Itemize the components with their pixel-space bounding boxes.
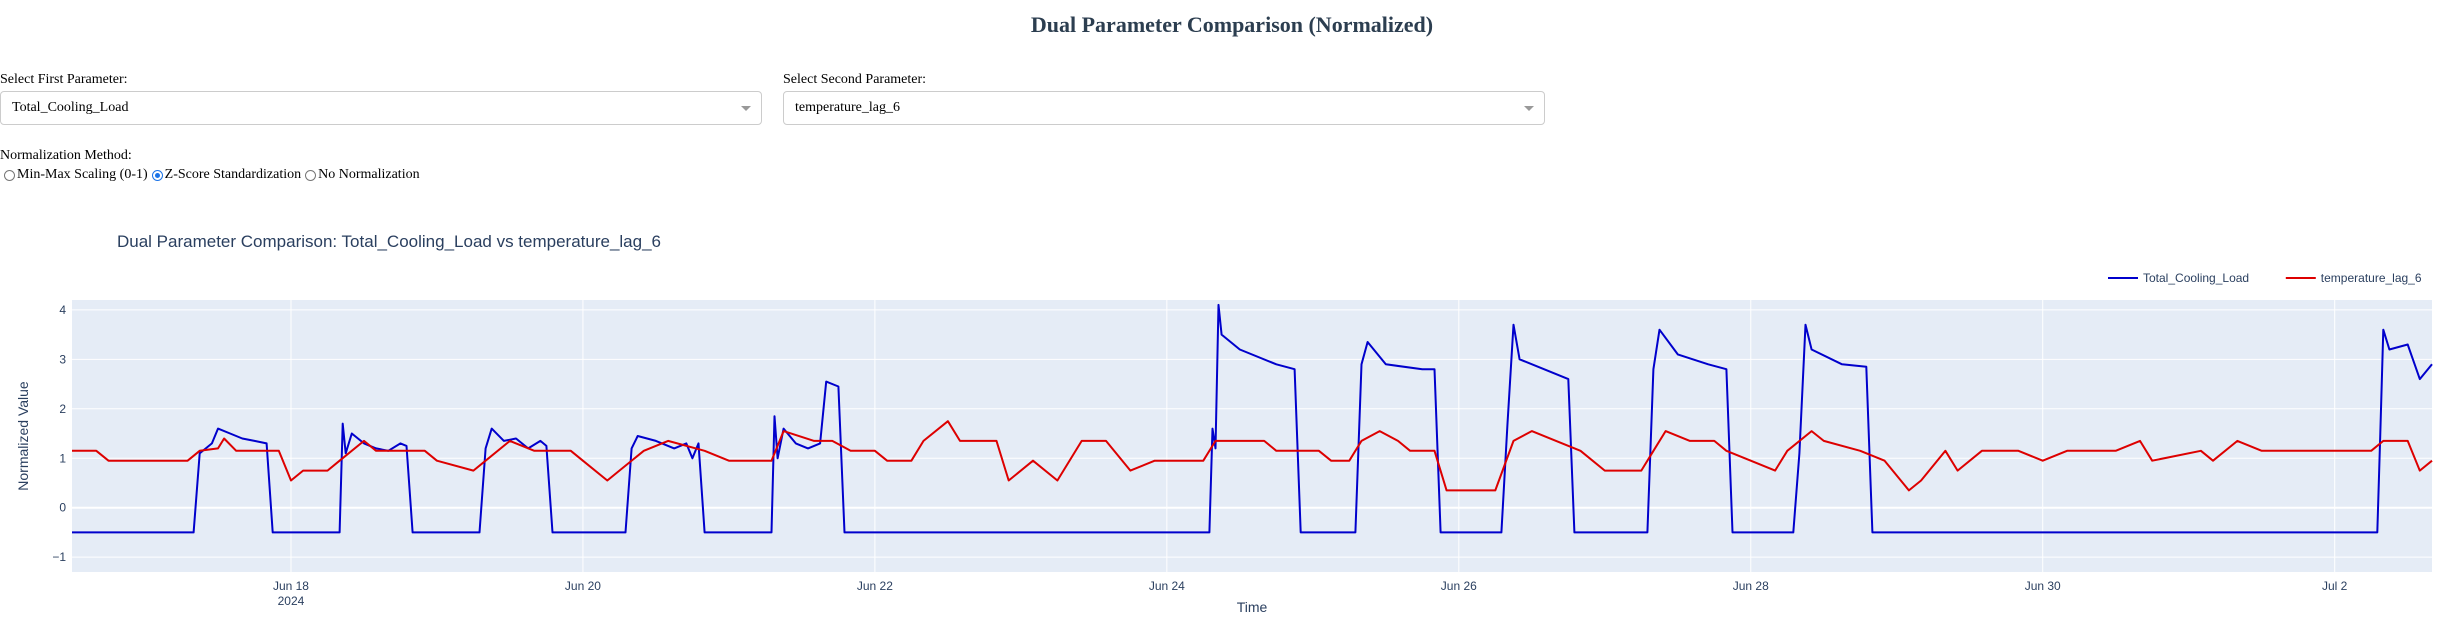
radio-label: Min-Max Scaling (0-1) bbox=[17, 167, 148, 182]
y-tick-label: −1 bbox=[52, 550, 66, 564]
second-parameter-dropdown[interactable]: temperature_lag_6 bbox=[783, 91, 1545, 125]
x-tick-label: Jun 22 bbox=[857, 579, 893, 593]
normalization-radio-group: Min-Max Scaling (0-1) Z-Score Standardiz… bbox=[4, 167, 424, 183]
y-tick-label: 2 bbox=[59, 402, 66, 416]
chevron-down-icon bbox=[1524, 106, 1534, 111]
y-axis: −1 0 1 2 3 4 bbox=[52, 303, 66, 564]
page-title: Dual Parameter Comparison (Normalized) bbox=[1030, 12, 1434, 37]
radio-minmax[interactable]: Min-Max Scaling (0-1) bbox=[4, 167, 148, 183]
x-tick-label: Jul 2 bbox=[2322, 579, 2348, 593]
series-line-temperature-lag-6 bbox=[72, 420, 2433, 492]
second-parameter-value: temperature_lag_6 bbox=[795, 100, 900, 115]
x-tick-label: Jun 26 bbox=[1441, 579, 1477, 593]
x-tick-label: Jun 30 bbox=[2025, 579, 2061, 593]
gridlines bbox=[72, 300, 2432, 572]
x-tick-label: Jun 20 bbox=[565, 579, 601, 593]
radio-button[interactable] bbox=[305, 169, 317, 181]
y-tick-label: 0 bbox=[59, 501, 66, 515]
x-tick-sublabel: 2024 bbox=[278, 594, 305, 608]
second-parameter-label: Select Second Parameter: bbox=[783, 72, 927, 87]
y-tick-label: 1 bbox=[59, 451, 66, 465]
x-axis-title: Time bbox=[1237, 599, 1268, 615]
x-tick-label: Jun 24 bbox=[1149, 579, 1185, 593]
first-parameter-label: Select First Parameter: bbox=[0, 72, 128, 87]
y-tick-label: 3 bbox=[59, 352, 66, 366]
chart-title: Dual Parameter Comparison: Total_Cooling… bbox=[117, 232, 661, 251]
radio-button[interactable] bbox=[151, 169, 163, 181]
plot-area[interactable] bbox=[72, 300, 2432, 572]
y-axis-title: Normalized Value bbox=[15, 381, 31, 491]
legend: Total_Cooling_Load temperature_lag_6 bbox=[2108, 271, 2422, 285]
radio-label: Z-Score Standardization bbox=[164, 167, 302, 182]
chevron-down-icon bbox=[741, 106, 751, 111]
x-tick-label: Jun 18 bbox=[273, 579, 309, 593]
first-parameter-value: Total_Cooling_Load bbox=[12, 100, 129, 115]
normalization-label: Normalization Method: bbox=[0, 148, 132, 163]
series-lines bbox=[72, 303, 2433, 534]
radio-zscore[interactable]: Z-Score Standardization bbox=[151, 167, 302, 183]
legend-label: Total_Cooling_Load bbox=[2143, 271, 2249, 285]
first-parameter-dropdown[interactable]: Total_Cooling_Load bbox=[0, 91, 762, 125]
x-tick-label: Jun 28 bbox=[1733, 579, 1769, 593]
radio-none[interactable]: No Normalization bbox=[305, 167, 420, 183]
y-tick-label: 4 bbox=[59, 303, 66, 317]
legend-label: temperature_lag_6 bbox=[2321, 271, 2422, 285]
radio-label: No Normalization bbox=[318, 167, 420, 182]
radio-button[interactable] bbox=[4, 169, 15, 181]
line-chart[interactable]: Dual Parameter Comparison: Total_Cooling… bbox=[0, 227, 2464, 627]
